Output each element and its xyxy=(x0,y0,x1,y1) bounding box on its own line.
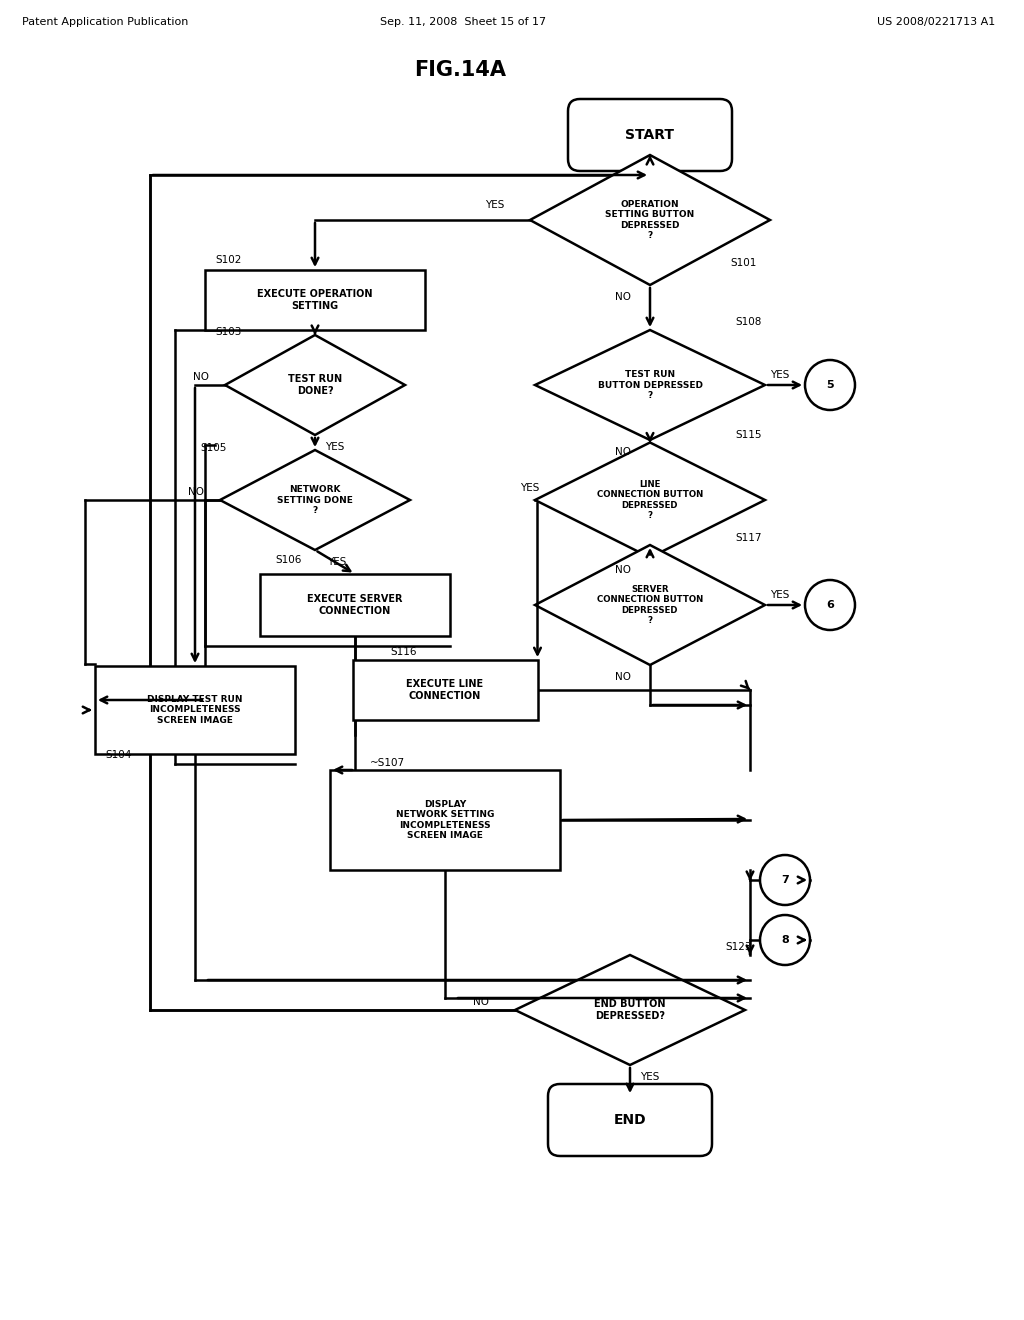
Text: S116: S116 xyxy=(390,647,417,657)
Text: OPERATION
SETTING BUTTON
DEPRESSED
?: OPERATION SETTING BUTTON DEPRESSED ? xyxy=(605,199,694,240)
Polygon shape xyxy=(535,330,765,440)
FancyBboxPatch shape xyxy=(548,1084,712,1156)
Text: YES: YES xyxy=(520,483,540,492)
Text: S102: S102 xyxy=(215,255,242,265)
Text: S103: S103 xyxy=(215,327,242,337)
Circle shape xyxy=(760,855,810,906)
Text: NO: NO xyxy=(615,565,631,574)
Text: US 2008/0221713 A1: US 2008/0221713 A1 xyxy=(877,17,995,26)
Text: S104: S104 xyxy=(105,750,131,760)
Text: EXECUTE OPERATION
SETTING: EXECUTE OPERATION SETTING xyxy=(257,289,373,310)
Bar xyxy=(205,271,425,330)
Text: NO: NO xyxy=(615,672,631,682)
Text: S106: S106 xyxy=(275,554,301,565)
Text: YES: YES xyxy=(770,590,790,601)
Circle shape xyxy=(805,579,855,630)
Text: LINE
CONNECTION BUTTON
DEPRESSED
?: LINE CONNECTION BUTTON DEPRESSED ? xyxy=(597,480,703,520)
Text: NO: NO xyxy=(193,372,209,381)
Text: ~S107: ~S107 xyxy=(370,758,406,768)
Text: Patent Application Publication: Patent Application Publication xyxy=(22,17,188,26)
Text: 6: 6 xyxy=(826,601,834,610)
Text: S115: S115 xyxy=(735,430,762,440)
Bar xyxy=(330,770,560,870)
Circle shape xyxy=(805,360,855,411)
Text: EXECUTE LINE
CONNECTION: EXECUTE LINE CONNECTION xyxy=(407,680,483,701)
Text: S108: S108 xyxy=(735,317,762,327)
Bar xyxy=(260,574,450,636)
Text: S101: S101 xyxy=(730,257,757,268)
FancyBboxPatch shape xyxy=(568,99,732,172)
Text: NO: NO xyxy=(615,447,631,457)
Text: END: END xyxy=(613,1113,646,1127)
Text: S105: S105 xyxy=(200,444,226,453)
Text: 7: 7 xyxy=(781,875,788,884)
Text: S117: S117 xyxy=(735,533,762,543)
Text: DISPLAY
NETWORK SETTING
INCOMPLETENESS
SCREEN IMAGE: DISPLAY NETWORK SETTING INCOMPLETENESS S… xyxy=(396,800,495,840)
Bar xyxy=(95,667,295,754)
Polygon shape xyxy=(530,154,770,285)
Text: YES: YES xyxy=(770,370,790,380)
Text: TEST RUN
DONE?: TEST RUN DONE? xyxy=(288,374,342,396)
Text: NO: NO xyxy=(615,292,631,302)
Polygon shape xyxy=(535,545,765,665)
Polygon shape xyxy=(220,450,410,550)
Text: YES: YES xyxy=(327,557,346,568)
Text: NETWORK
SETTING DONE
?: NETWORK SETTING DONE ? xyxy=(278,486,353,515)
Text: YES: YES xyxy=(640,1072,659,1082)
Polygon shape xyxy=(515,954,745,1065)
Text: S123: S123 xyxy=(725,942,752,952)
Text: Sep. 11, 2008  Sheet 15 of 17: Sep. 11, 2008 Sheet 15 of 17 xyxy=(380,17,546,26)
Text: NO: NO xyxy=(473,997,489,1007)
Polygon shape xyxy=(535,442,765,557)
Circle shape xyxy=(760,915,810,965)
Text: DISPLAY TEST RUN
INCOMPLETENESS
SCREEN IMAGE: DISPLAY TEST RUN INCOMPLETENESS SCREEN I… xyxy=(147,696,243,725)
Text: EXECUTE SERVER
CONNECTION: EXECUTE SERVER CONNECTION xyxy=(307,594,402,616)
Text: TEST RUN
BUTTON DEPRESSED
?: TEST RUN BUTTON DEPRESSED ? xyxy=(597,370,702,400)
Bar xyxy=(352,660,538,719)
Text: FIG.14A: FIG.14A xyxy=(414,59,506,81)
Text: 5: 5 xyxy=(826,380,834,389)
Polygon shape xyxy=(225,335,406,436)
Text: YES: YES xyxy=(485,201,505,210)
Text: 8: 8 xyxy=(781,935,788,945)
Text: SERVER
CONNECTION BUTTON
DEPRESSED
?: SERVER CONNECTION BUTTON DEPRESSED ? xyxy=(597,585,703,626)
Text: NO: NO xyxy=(188,487,204,498)
Text: START: START xyxy=(626,128,675,143)
Text: YES: YES xyxy=(325,442,344,451)
Text: END BUTTON
DEPRESSED?: END BUTTON DEPRESSED? xyxy=(594,999,666,1020)
